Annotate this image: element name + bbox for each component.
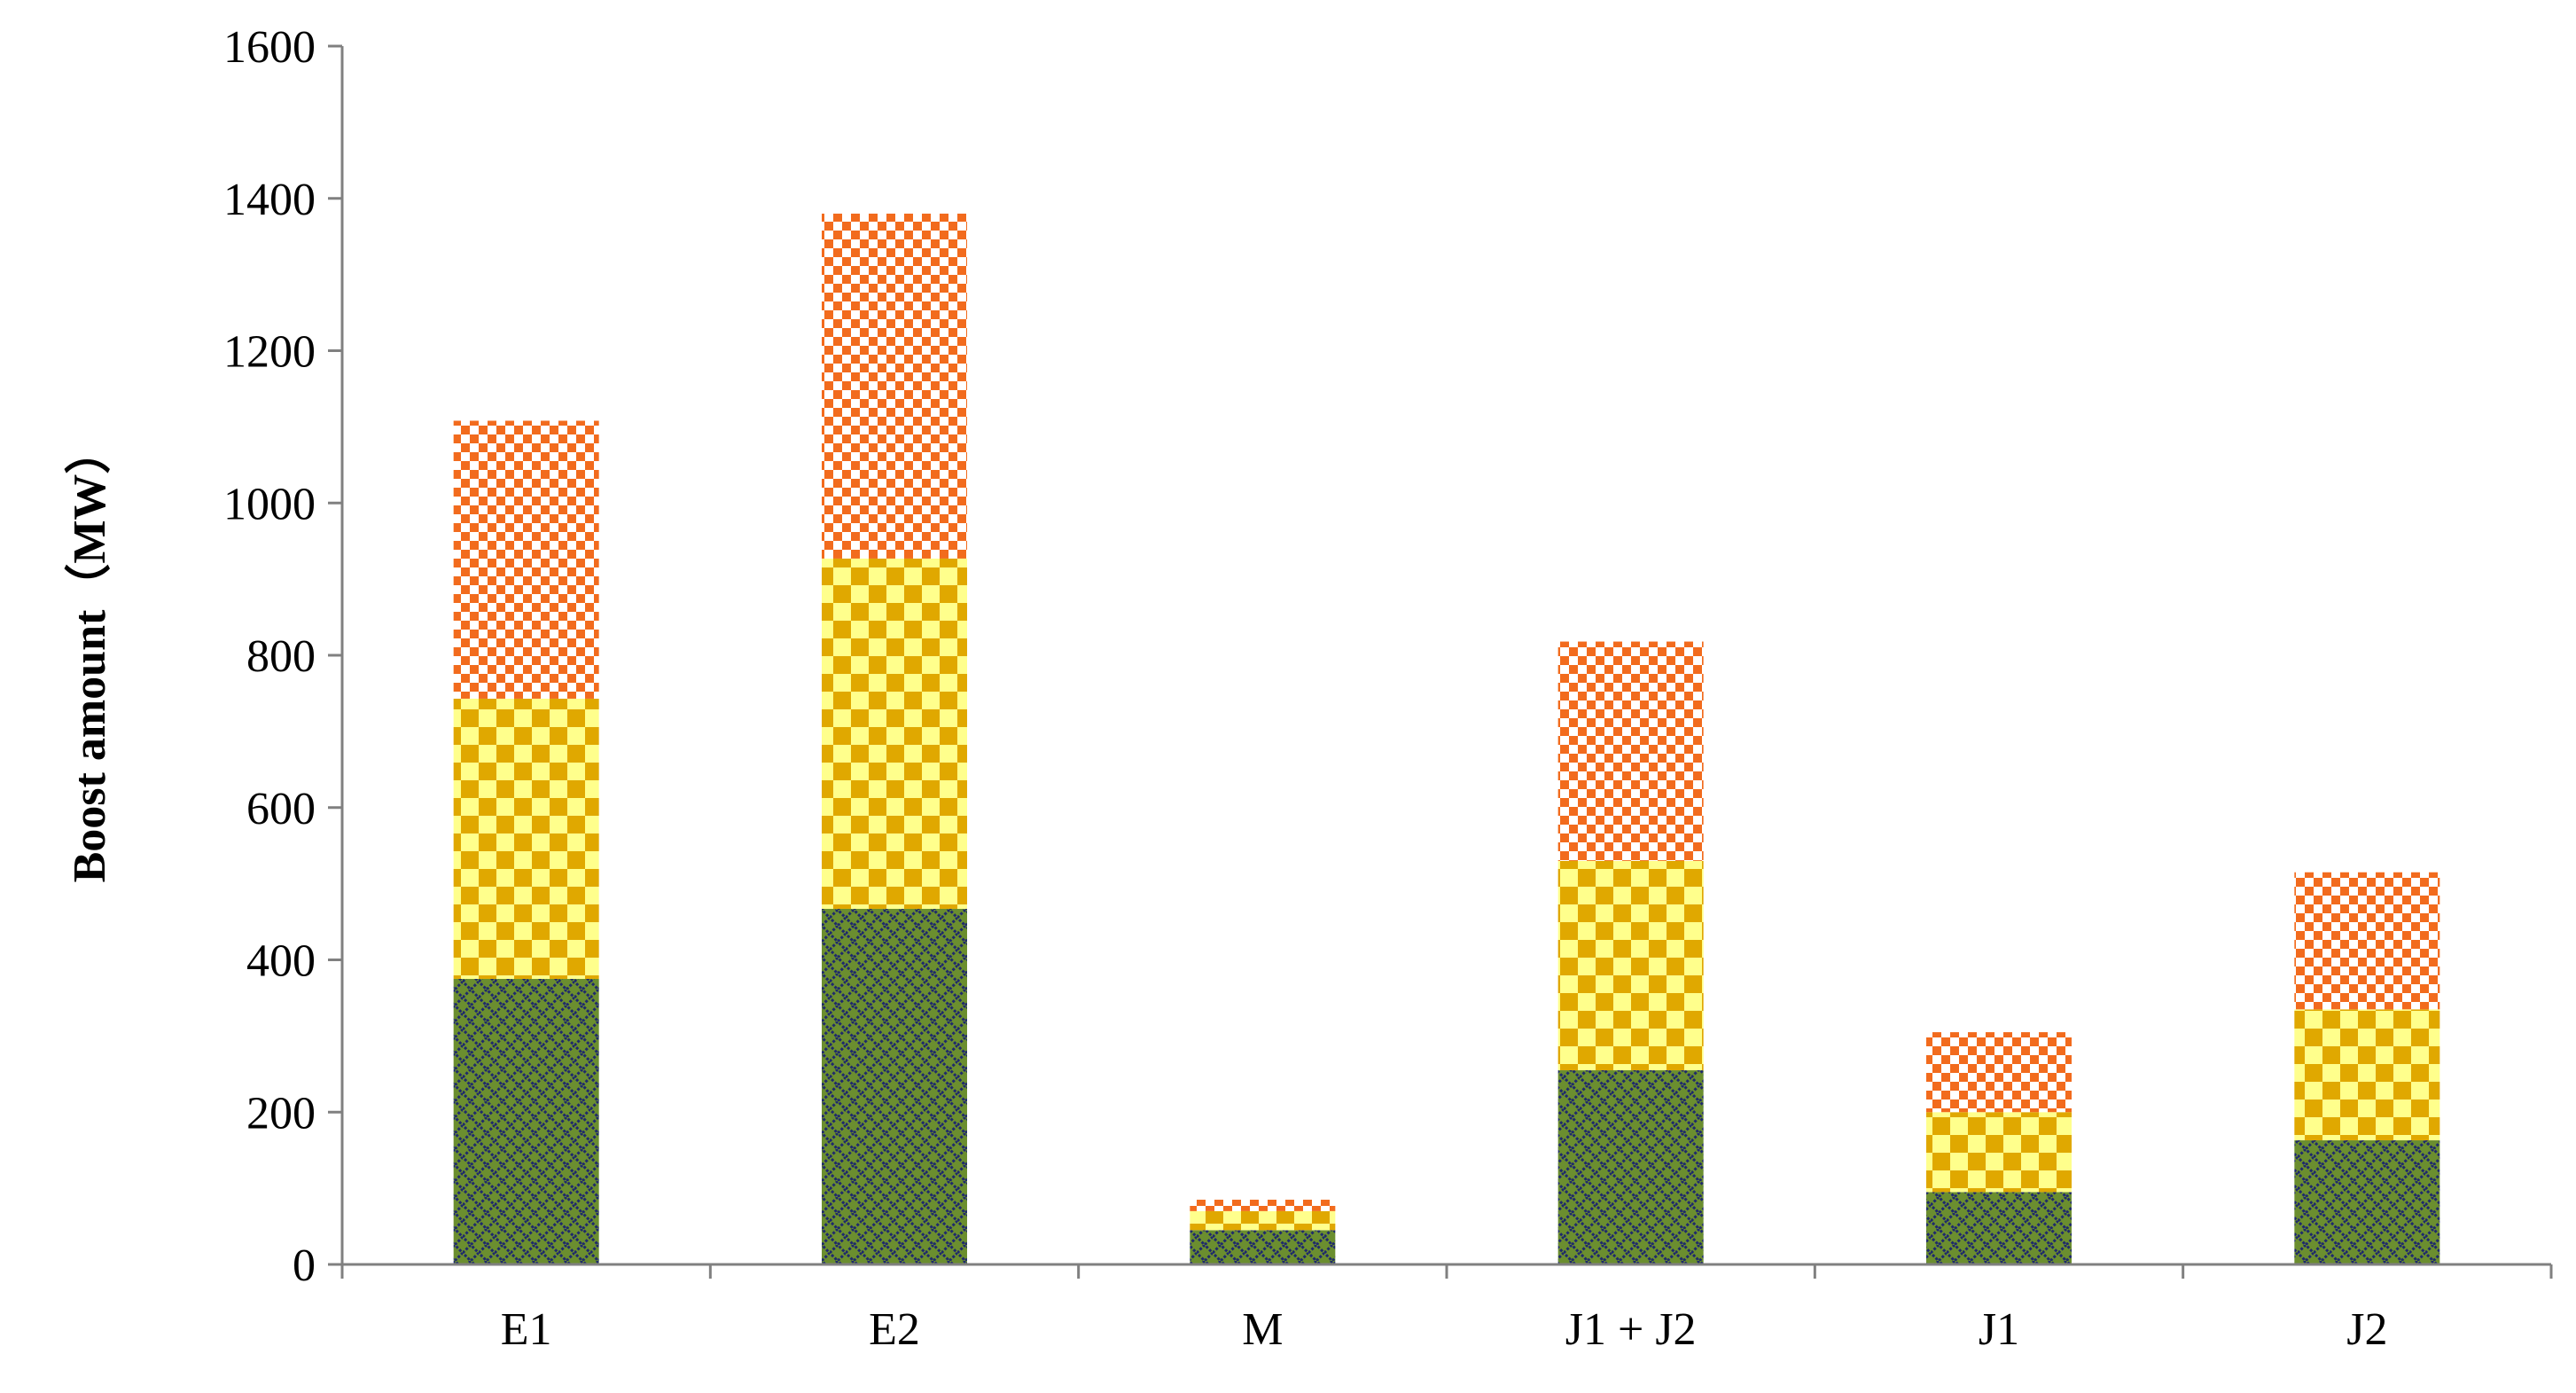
bar-segment-3-6 <box>2294 872 2440 1010</box>
x-tick-label: E2 <box>869 1304 920 1355</box>
y-tick-label: 200 <box>246 1088 316 1139</box>
y-tick-label: 600 <box>246 784 316 834</box>
bar-segment-2-6 <box>2294 1009 2440 1141</box>
bar-segment-3-1 <box>453 420 599 699</box>
bar-segment-1-2 <box>822 908 967 1264</box>
y-tick-label: 1400 <box>223 175 316 225</box>
bar-segment-1-3 <box>1190 1230 1336 1264</box>
x-tick-label: J1 <box>1979 1304 2019 1355</box>
bar-segment-1-1 <box>453 978 599 1264</box>
axes-layer <box>328 44 2553 1279</box>
bar-segment-2-5 <box>1926 1112 2072 1193</box>
y-tick-label: 0 <box>293 1240 316 1291</box>
bar-segment-1-5 <box>1926 1192 2072 1264</box>
bars-layer <box>453 213 2440 1264</box>
bar-segment-2-2 <box>822 558 967 909</box>
bar-segment-3-4 <box>1557 641 1704 861</box>
bar-segment-2-3 <box>1190 1210 1336 1231</box>
bar-segment-1-6 <box>2294 1140 2440 1264</box>
y-tick-label: 800 <box>246 631 316 682</box>
labels-layer: 0 200 400 600 800 1000 1200 1400 1600 E1 E2 M J1 + J… <box>64 22 2387 1355</box>
x-tick-label: J2 <box>2346 1304 2387 1355</box>
bar-segment-2-4 <box>1557 860 1704 1071</box>
y-tick-label: 1200 <box>223 327 316 378</box>
y-tick-label: 1600 <box>223 22 316 73</box>
y-tick-label: 1000 <box>223 479 316 529</box>
bar-segment-3-5 <box>1926 1032 2072 1113</box>
x-tick-label: J1 + J2 <box>1565 1304 1697 1355</box>
x-tick-label: E1 <box>501 1304 552 1355</box>
bar-segment-3-2 <box>822 213 967 559</box>
y-tick-label: 400 <box>246 936 316 987</box>
bar-segment-1-4 <box>1557 1070 1704 1264</box>
y-axis-title: Boost amount（MW） <box>64 428 115 883</box>
bar-segment-3-3 <box>1190 1200 1336 1211</box>
x-tick-label: M <box>1242 1304 1283 1355</box>
bar-segment-2-1 <box>453 698 599 979</box>
